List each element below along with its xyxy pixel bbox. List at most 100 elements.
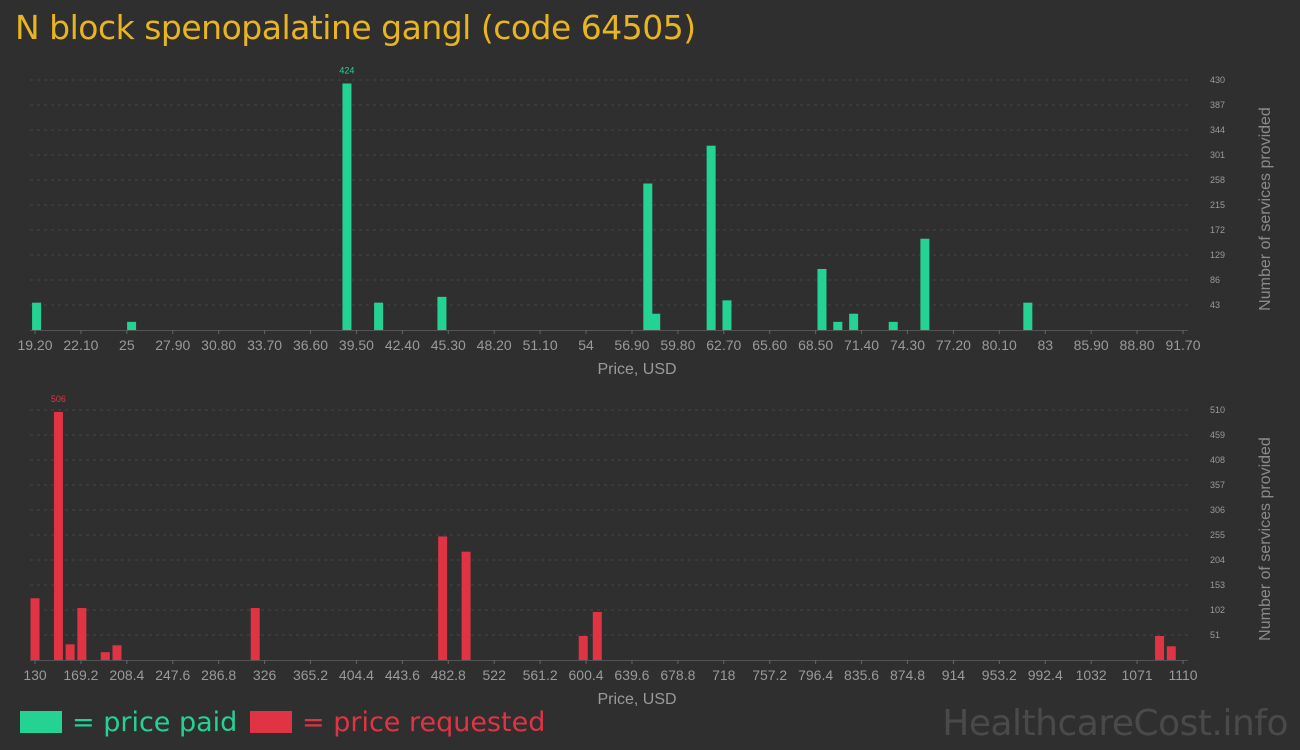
y-tick-label: 129 (1210, 250, 1225, 260)
legend-requested-label: = price requested (302, 706, 546, 738)
y-tick-label: 153 (1210, 580, 1225, 590)
y-tick-label: 344 (1210, 125, 1225, 135)
bar (888, 321, 898, 330)
x-tick-label: 19.20 (17, 337, 52, 353)
bar (374, 302, 384, 330)
x-tick-label: 33.70 (247, 337, 282, 353)
bar (833, 321, 843, 330)
y-tick-label: 215 (1210, 200, 1225, 210)
y-tick-label: 357 (1210, 480, 1225, 490)
x-tick-label: 482.8 (431, 667, 466, 683)
y-tick-label: 258 (1210, 175, 1225, 185)
x-tick-label: 25 (119, 337, 135, 353)
legend-requested: = price requested (250, 702, 545, 742)
y-tick-label: 255 (1210, 530, 1225, 540)
bar (461, 551, 471, 660)
bar (722, 300, 732, 330)
x-tick-label: 91.70 (1165, 337, 1200, 353)
bar (77, 608, 87, 660)
bar (706, 145, 716, 330)
bar (32, 302, 42, 330)
x-tick-label: 796.4 (798, 667, 833, 683)
watermark: HealthcareCost.info (942, 703, 1288, 744)
x-tick-label: 80.10 (982, 337, 1017, 353)
x-tick-label: 27.90 (155, 337, 190, 353)
x-tick-label: 74.30 (890, 337, 925, 353)
y-tick-label: 204 (1210, 555, 1225, 565)
y-tick-label: 459 (1210, 430, 1225, 440)
x-tick-label: 835.6 (844, 667, 879, 683)
y-tick-label: 51 (1210, 630, 1220, 640)
bar (651, 313, 661, 330)
x-tick-label: 169.2 (63, 667, 98, 683)
price-paid-chart: 43 86 129 172 215 258 301 344 387 430 424 19.20 22.1… (17, 65, 1274, 378)
y-tick-label: 172 (1210, 225, 1225, 235)
x-tick-label: 22.10 (63, 337, 98, 353)
y-tick-label: 86 (1210, 275, 1220, 285)
bar (1155, 635, 1165, 660)
bar-data-label: 424 (339, 65, 354, 75)
bar (578, 635, 588, 660)
x-tick-label: 874.8 (890, 667, 925, 683)
price-requested-chart: 51 102 153 204 255 306 357 408 459 510 506 130 169.2… (23, 394, 1274, 708)
y-tick-label: 430 (1210, 75, 1225, 85)
x-axis-title: Price, USD (597, 361, 676, 378)
legend-requested-swatch (250, 711, 292, 733)
legend-paid-label: = price paid (72, 706, 238, 738)
x-tick-label: 39.50 (339, 337, 374, 353)
x-tick-label: 65.60 (752, 337, 787, 353)
bar (53, 411, 63, 660)
y-tick-label: 43 (1210, 300, 1220, 310)
x-tick-label: 208.4 (109, 667, 144, 683)
bar (30, 598, 40, 660)
x-tick-label: 56.90 (614, 337, 649, 353)
x-tick-label: 326 (253, 667, 277, 683)
x-tick-label: 953.2 (982, 667, 1017, 683)
x-tick-label: 365.2 (293, 667, 328, 683)
x-tick-label: 88.80 (1120, 337, 1155, 353)
x-tick-label: 1110 (1168, 667, 1197, 683)
bar (437, 296, 447, 330)
x-tick-label: 522 (483, 667, 507, 683)
x-tick-label: 59.80 (660, 337, 695, 353)
y-tick-label: 408 (1210, 455, 1225, 465)
bar (342, 83, 352, 330)
x-tick-label: 992.4 (1028, 667, 1063, 683)
y-tick-label: 387 (1210, 100, 1225, 110)
x-tick-label: 77.20 (936, 337, 971, 353)
y-tick-label: 301 (1210, 150, 1225, 160)
y-tick-label: 102 (1210, 605, 1225, 615)
x-tick-label: 68.50 (798, 337, 833, 353)
x-tick-label: 914 (942, 667, 966, 683)
x-tick-label: 639.6 (614, 667, 649, 683)
bar (920, 238, 930, 330)
x-tick-label: 247.6 (155, 667, 190, 683)
y-axis-title: Number of services provided (1257, 437, 1274, 641)
bar (592, 611, 602, 660)
x-tick-label: 757.2 (752, 667, 787, 683)
x-tick-label: 30.80 (201, 337, 236, 353)
x-tick-label: 48.20 (477, 337, 512, 353)
bar-data-label: 506 (51, 394, 66, 404)
y-axis-title: Number of services provided (1257, 107, 1274, 311)
x-tick-label: 54 (578, 337, 594, 353)
x-tick-label: 45.30 (431, 337, 466, 353)
x-tick-label: 36.60 (293, 337, 328, 353)
bar (65, 644, 75, 660)
bar (849, 313, 859, 330)
x-tick-label: 600.4 (569, 667, 604, 683)
x-tick-label: 561.2 (523, 667, 558, 683)
x-tick-label: 83 (1037, 337, 1053, 353)
x-tick-label: 443.6 (385, 667, 420, 683)
y-tick-label: 510 (1210, 405, 1225, 415)
legend-paid-swatch (20, 711, 62, 733)
bar (643, 183, 653, 330)
bar (250, 608, 260, 660)
bar (127, 321, 137, 330)
x-tick-label: 130 (23, 667, 47, 683)
bar (817, 268, 827, 330)
x-tick-label: 42.40 (385, 337, 420, 353)
bar (100, 652, 110, 660)
legend-paid: = price paid (20, 702, 237, 742)
